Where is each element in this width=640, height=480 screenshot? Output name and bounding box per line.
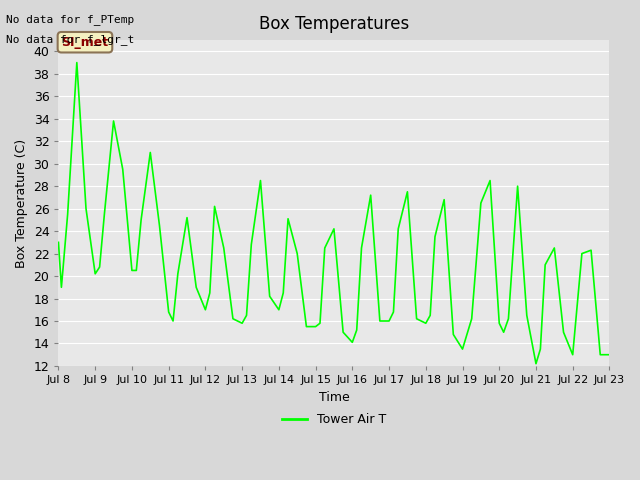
Y-axis label: Box Temperature (C): Box Temperature (C) [15, 138, 28, 267]
Legend: Tower Air T: Tower Air T [277, 408, 391, 432]
X-axis label: Time: Time [319, 391, 349, 404]
Text: SI_met: SI_met [61, 36, 109, 49]
Text: No data for f_lgr_t: No data for f_lgr_t [6, 34, 134, 45]
Title: Box Temperatures: Box Temperatures [259, 15, 409, 33]
Text: No data for f_PTemp: No data for f_PTemp [6, 14, 134, 25]
